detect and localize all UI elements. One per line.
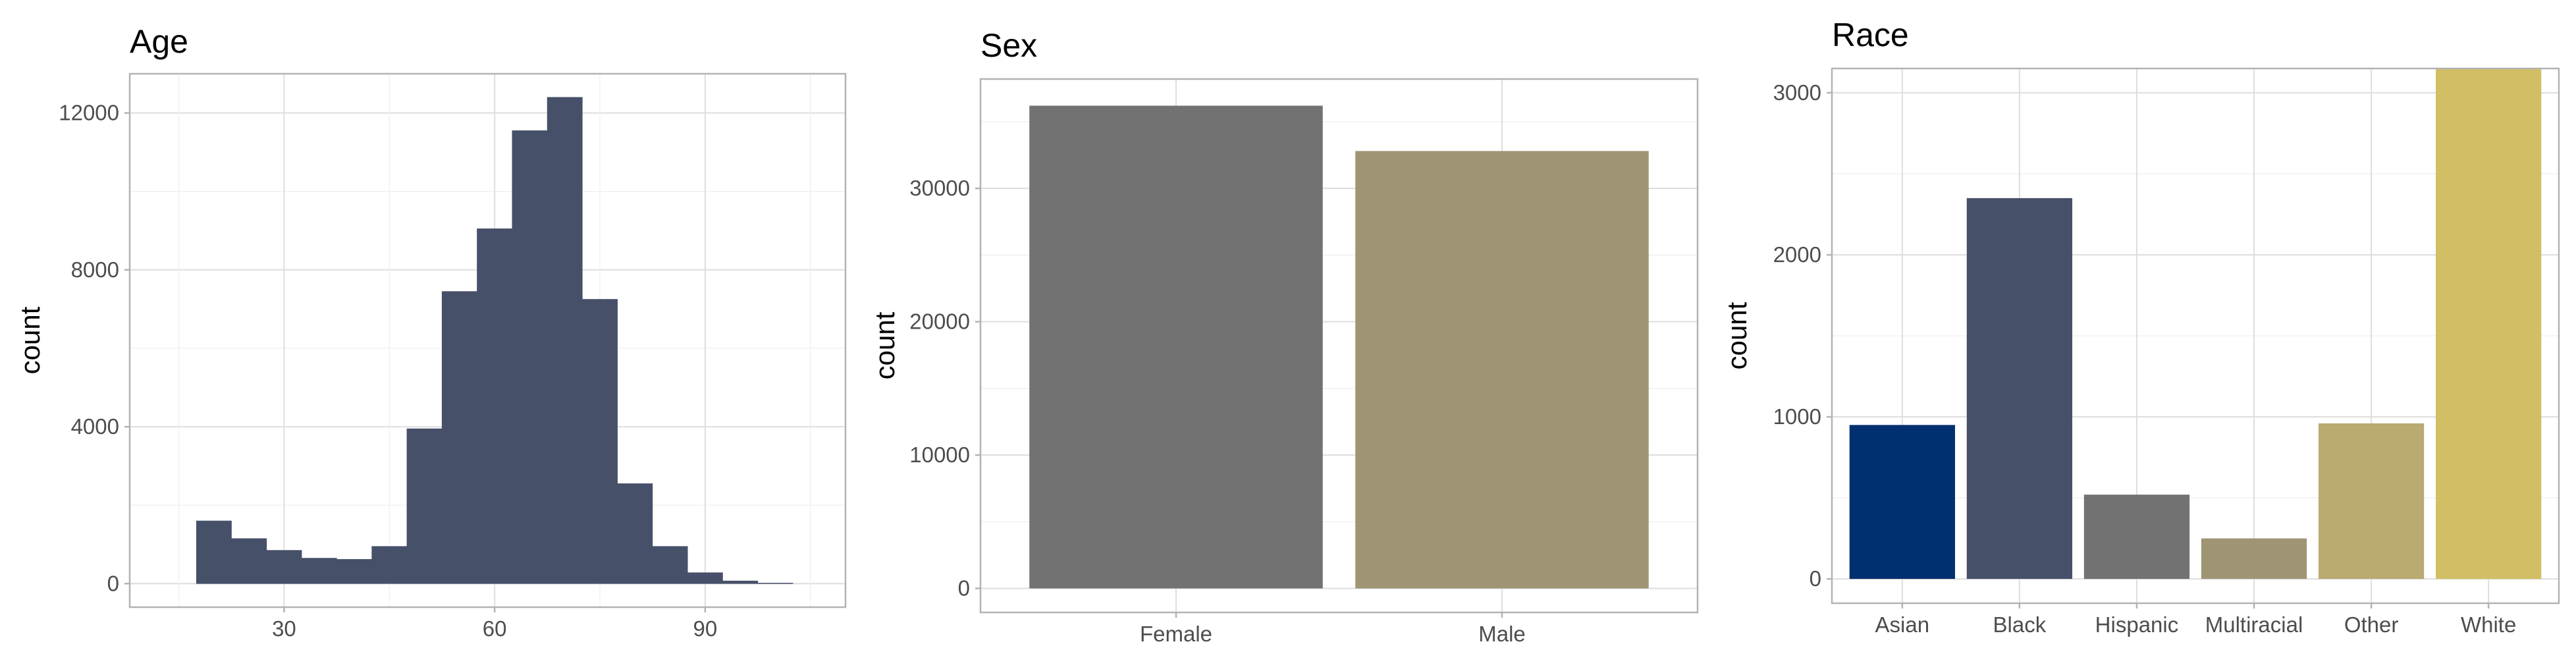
chart-title: Race xyxy=(1832,16,1909,53)
x-tick-label: 30 xyxy=(272,616,296,641)
race-bar-panel: Race count Asian Black Hispanic Multiracial… xyxy=(1721,16,2560,637)
histogram-bar xyxy=(441,291,477,584)
chart-title: Age xyxy=(130,23,188,60)
y-tick-label: 0 xyxy=(1810,566,1821,591)
y-tick-label: 30000 xyxy=(909,176,970,200)
histogram-bar xyxy=(371,546,408,584)
x-tick-label: White xyxy=(2461,612,2516,637)
chart-title: Sex xyxy=(980,27,1037,64)
histogram-bar xyxy=(301,558,337,584)
y-tick-label: 1000 xyxy=(1773,404,1821,429)
x-tick-label: Hispanic xyxy=(2095,612,2179,637)
y-tick-label: 10000 xyxy=(909,443,970,467)
x-tick-label: Multiracial xyxy=(2205,612,2303,637)
histogram-bar xyxy=(477,228,513,584)
histogram-bar xyxy=(652,546,688,584)
histogram-bar xyxy=(547,97,583,584)
histogram-bar xyxy=(406,428,443,584)
histogram-bar xyxy=(512,130,548,584)
bar-other xyxy=(2318,423,2425,580)
x-tick-label: Other xyxy=(2344,612,2399,637)
bar-female xyxy=(1029,105,1323,589)
histogram-bar xyxy=(336,559,372,584)
x-tick-label: Asian xyxy=(1875,612,1930,637)
histogram-bar xyxy=(196,520,232,584)
bar-male xyxy=(1355,151,1649,589)
bar-multiracial xyxy=(2201,538,2307,580)
panel-border xyxy=(979,78,1699,614)
bar-asian xyxy=(1849,425,1955,580)
sex-bar-panel: Sex count Female Male 0 10000 20000 30000 xyxy=(869,27,1699,646)
y-tick-label: 0 xyxy=(958,576,970,601)
y-tick-label: 3000 xyxy=(1773,80,1821,105)
histogram-bar xyxy=(582,299,618,584)
bar-black xyxy=(1966,198,2073,580)
x-tick-label: Female xyxy=(1140,622,1212,646)
histogram-bar xyxy=(687,572,723,584)
y-axis-title: count xyxy=(869,311,900,379)
y-tick-label: 12000 xyxy=(59,101,119,125)
y-tick-label: 0 xyxy=(107,571,119,595)
y-tick-label: 2000 xyxy=(1773,242,1821,267)
y-axis-title: count xyxy=(14,306,45,374)
histogram-bar xyxy=(617,483,653,584)
age-histogram-panel: Age count 30 60 90 0 4000 8000 12000 xyxy=(14,23,847,641)
bar-hispanic xyxy=(2083,495,2190,580)
x-tick-label: 60 xyxy=(483,616,507,641)
histogram-bar xyxy=(266,550,302,584)
y-tick-label: 8000 xyxy=(71,257,119,282)
x-tick-label: 90 xyxy=(693,616,718,641)
y-axis-title: count xyxy=(1721,302,1752,369)
x-tick-label: Black xyxy=(1993,612,2047,637)
histogram-bar xyxy=(231,538,267,584)
bar-white xyxy=(2436,68,2542,580)
x-tick-label: Male xyxy=(1478,622,1526,646)
histogram-bar xyxy=(722,580,759,584)
panel-border xyxy=(1831,67,2560,605)
panel-border xyxy=(128,72,847,608)
y-tick-label: 4000 xyxy=(71,414,119,439)
y-tick-label: 20000 xyxy=(909,310,970,334)
